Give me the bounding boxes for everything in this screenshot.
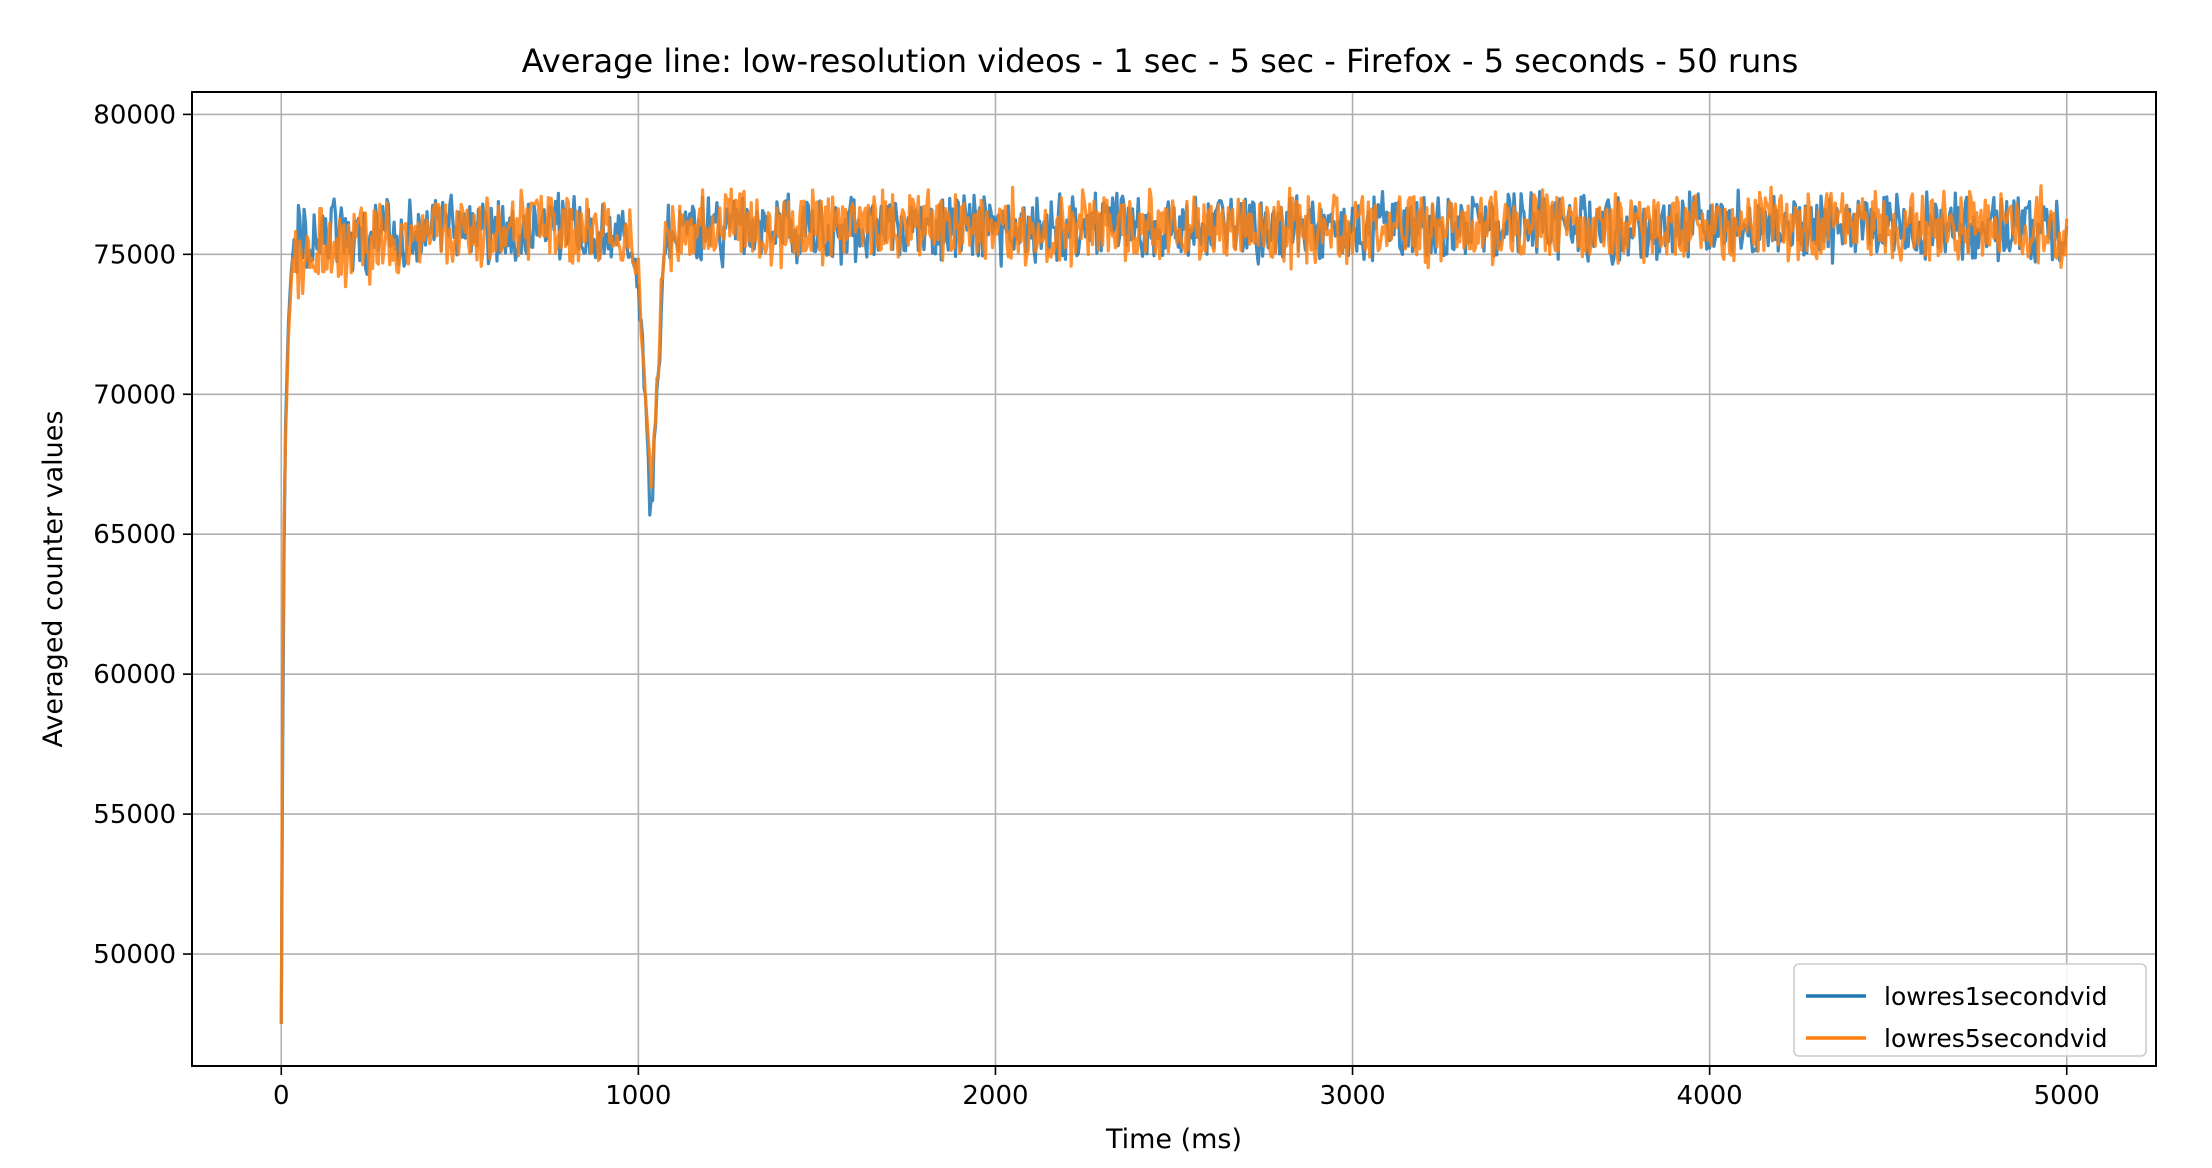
legend-label: lowres5secondvid [1884, 1024, 2108, 1053]
legend-box [1793, 963, 2147, 1057]
y-tick-label: 70000 [93, 380, 176, 410]
plot-area [279, 184, 2069, 1025]
y-tick-label: 50000 [93, 940, 176, 970]
y-tick-label: 80000 [93, 100, 176, 130]
y-axis: 50000 55000 60000 65000 70000 75000 80000 [93, 100, 192, 970]
x-tick-label: 4000 [1677, 1081, 1743, 1111]
grid [192, 92, 2156, 1066]
y-tick-label: 75000 [93, 240, 176, 270]
y-tick-label: 60000 [93, 660, 176, 690]
x-axis: 0 1000 2000 3000 4000 5000 [273, 1066, 2100, 1111]
legend: lowres1secondvid lowres5secondvid [1793, 963, 2147, 1057]
x-tick-label: 2000 [962, 1081, 1028, 1111]
x-tick-label: 0 [273, 1081, 290, 1111]
x-tick-label: 3000 [1319, 1081, 1385, 1111]
y-tick-label: 55000 [93, 800, 176, 830]
y-tick-label: 65000 [93, 520, 176, 550]
y-axis-label: Averaged counter values [38, 411, 69, 748]
legend-label: lowres1secondvid [1884, 982, 2108, 1011]
x-tick-label: 5000 [2034, 1081, 2100, 1111]
x-axis-label: Time (ms) [1105, 1124, 1242, 1155]
plot-frame [191, 91, 2157, 1067]
chart-title: Average line: low-resolution videos - 1 … [522, 42, 1799, 80]
series-line-lowres5secondvid [279, 184, 2069, 1025]
x-tick-label: 1000 [605, 1081, 671, 1111]
